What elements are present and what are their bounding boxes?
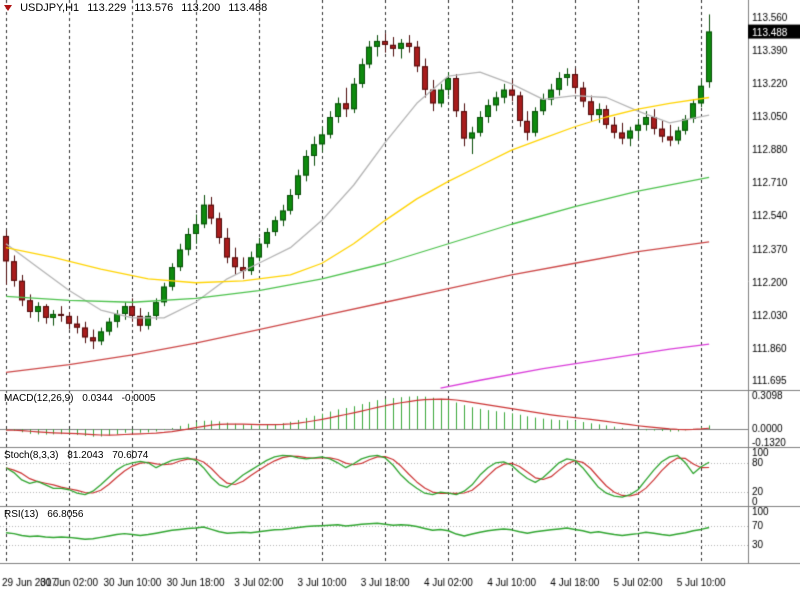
price-open: 113.229 [87, 2, 127, 14]
macd-name: MACD(12,26,9) [4, 393, 74, 404]
rsi-indicator-label: RSI(13) 66.8056 [4, 509, 89, 520]
price-low: 113.200 [181, 2, 221, 14]
macd-value: 0.0344 [82, 393, 113, 404]
macd-indicator-label: MACD(12,26,9) 0.0344 -0.0005 [4, 393, 162, 404]
stoch-name: Stoch(8,3,3) [4, 450, 59, 461]
chart-header: USDJPY,H1 113.229 113.576 113.200 113.48… [4, 2, 272, 14]
stoch-indicator-label: Stoch(8,3,3) 81.2043 70.6074 [4, 450, 154, 461]
rsi-name: RSI(13) [4, 509, 39, 520]
stoch-signal-value: 70.6074 [112, 450, 149, 461]
rsi-value: 66.8056 [47, 509, 84, 520]
stoch-value: 81.2043 [67, 450, 104, 461]
symbol-label: USDJPY,H1 [20, 2, 80, 14]
price-high: 113.576 [134, 2, 174, 14]
price-close: 113.488 [228, 2, 268, 14]
macd-signal-value: -0.0005 [121, 393, 156, 404]
symbol-marker-icon [4, 5, 12, 11]
